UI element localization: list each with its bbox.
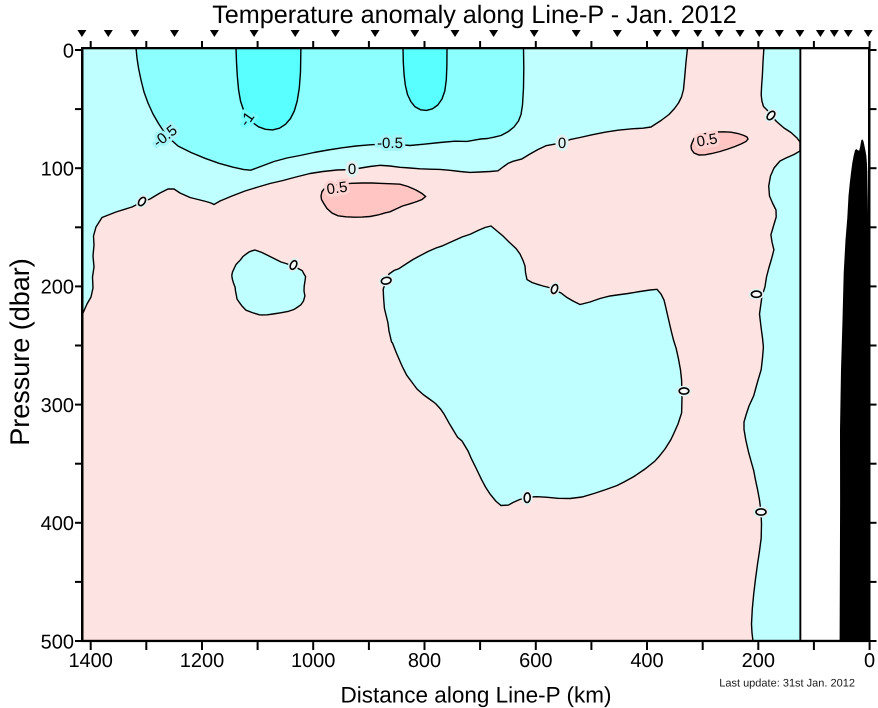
svg-text:0.5: 0.5: [695, 130, 718, 150]
svg-text:200: 200: [41, 277, 74, 299]
svg-text:400: 400: [630, 650, 663, 672]
svg-text:-0.5: -0.5: [377, 135, 403, 152]
svg-text:0.5: 0.5: [326, 179, 349, 199]
svg-text:300: 300: [41, 395, 74, 417]
svg-text:0: 0: [558, 135, 566, 152]
svg-text:Temperature anomaly along Line: Temperature anomaly along Line-P - Jan. …: [212, 1, 737, 29]
svg-text:500: 500: [41, 631, 74, 653]
svg-text:800: 800: [408, 650, 441, 672]
svg-text:400: 400: [41, 513, 74, 535]
svg-text:0: 0: [63, 40, 74, 62]
svg-text:Distance along Line-P (km): Distance along Line-P (km): [341, 683, 612, 708]
svg-text:100: 100: [41, 159, 74, 181]
svg-text:1400: 1400: [68, 650, 113, 672]
svg-text:0: 0: [864, 650, 875, 672]
svg-text:Last update: 31st Jan. 2012: Last update: 31st Jan. 2012: [719, 677, 855, 689]
svg-text:Pressure (dbar): Pressure (dbar): [5, 258, 35, 446]
svg-text:200: 200: [742, 650, 775, 672]
svg-text:600: 600: [519, 650, 552, 672]
svg-text:1000: 1000: [291, 650, 336, 672]
svg-text:0: 0: [348, 161, 356, 178]
svg-text:1200: 1200: [180, 650, 225, 672]
